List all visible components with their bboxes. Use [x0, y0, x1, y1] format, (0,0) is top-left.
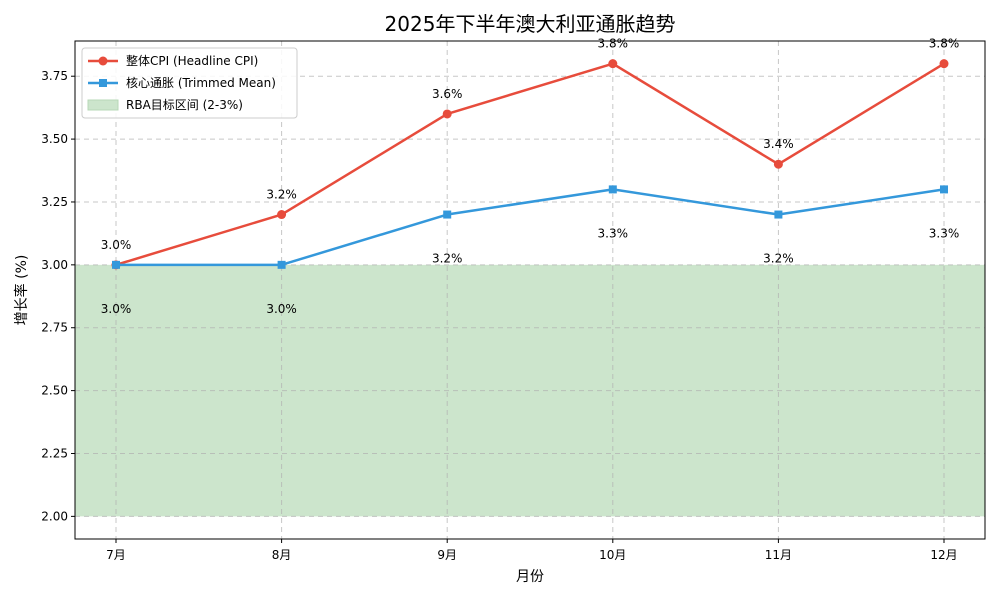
data-point-square [774, 210, 783, 219]
data-label-layer: 3.0% 3.2% 3.6% 3.8% 3.4% 3.8% 3.0% 3.0% 3.2% 3.3%… [101, 37, 960, 316]
legend-marker-square [99, 79, 107, 87]
data-label: 3.0% [101, 302, 132, 316]
series-line-1 [115, 62, 945, 267]
legend-box [81, 47, 298, 119]
y-tick-label: 2.50 [41, 384, 68, 398]
data-point-square [277, 260, 286, 269]
x-axis-title: 月份 [516, 569, 544, 585]
data-label: 3.4% [763, 137, 794, 151]
data-point-square [112, 260, 120, 269]
data-label: 3.0% [101, 238, 132, 252]
series-layer [111, 59, 949, 270]
data-label: 3.3% [598, 226, 629, 240]
data-label: 3.2% [432, 252, 463, 266]
y-tick-label: 2.00 [41, 509, 68, 523]
data-point-square [443, 210, 452, 219]
x-tick-label: 12月 [930, 548, 957, 562]
y-axis-title: 增长率 (%) [13, 255, 30, 326]
data-point-circle [939, 59, 949, 69]
legend-label: 整体CPI (Headline CPI) [126, 53, 258, 68]
data-point-circle [442, 109, 452, 119]
data-label: 3.8% [598, 37, 629, 51]
legend-label: 核心通胀 (Trimmed Mean) [126, 76, 276, 90]
y-tick-label: 3.25 [41, 195, 68, 209]
data-point-circle [608, 59, 618, 69]
y-tick-label: 3.75 [41, 69, 68, 83]
legend-marker-circle [98, 56, 108, 66]
data-label: 3.6% [432, 87, 463, 101]
x-tick-label: 10月 [599, 548, 626, 562]
y-tick-label: 2.75 [41, 321, 68, 335]
data-label: 3.2% [763, 252, 794, 266]
grid-layer [75, 41, 985, 539]
legend-label: RBA目标区间 (2-3%) [126, 98, 243, 112]
data-label: 3.2% [266, 188, 297, 202]
chart-title: 2025年下半年澳大利亚通胀趋势 [385, 12, 676, 36]
data-point-square [608, 185, 617, 194]
series-line-2 [116, 188, 945, 267]
x-tick-label: 8月 [272, 548, 292, 562]
data-point-circle [773, 159, 783, 169]
axes-layer: 2.00 2.25 2.50 2.75 3.00 3.25 3.50 3.75 7月 8月 9月 10… [41, 40, 986, 562]
plot-frame [74, 40, 986, 540]
x-tick-label: 11月 [765, 548, 792, 562]
data-point-circle [277, 210, 287, 220]
data-label: 3.3% [929, 226, 960, 240]
legend-band-swatch [87, 99, 119, 111]
data-point-square [940, 185, 948, 194]
x-tick-label: 7月 [106, 548, 126, 562]
data-label: 3.0% [266, 302, 297, 316]
legend: 整体CPI (Headline CPI) 核心通胀 (Trimmed Mean) R… [81, 47, 298, 119]
y-tick-label: 3.50 [41, 132, 68, 146]
y-tick-label: 3.00 [41, 258, 68, 272]
x-tick-label: 9月 [437, 548, 457, 562]
data-label: 3.8% [929, 37, 960, 51]
y-tick-label: 2.25 [41, 446, 68, 460]
